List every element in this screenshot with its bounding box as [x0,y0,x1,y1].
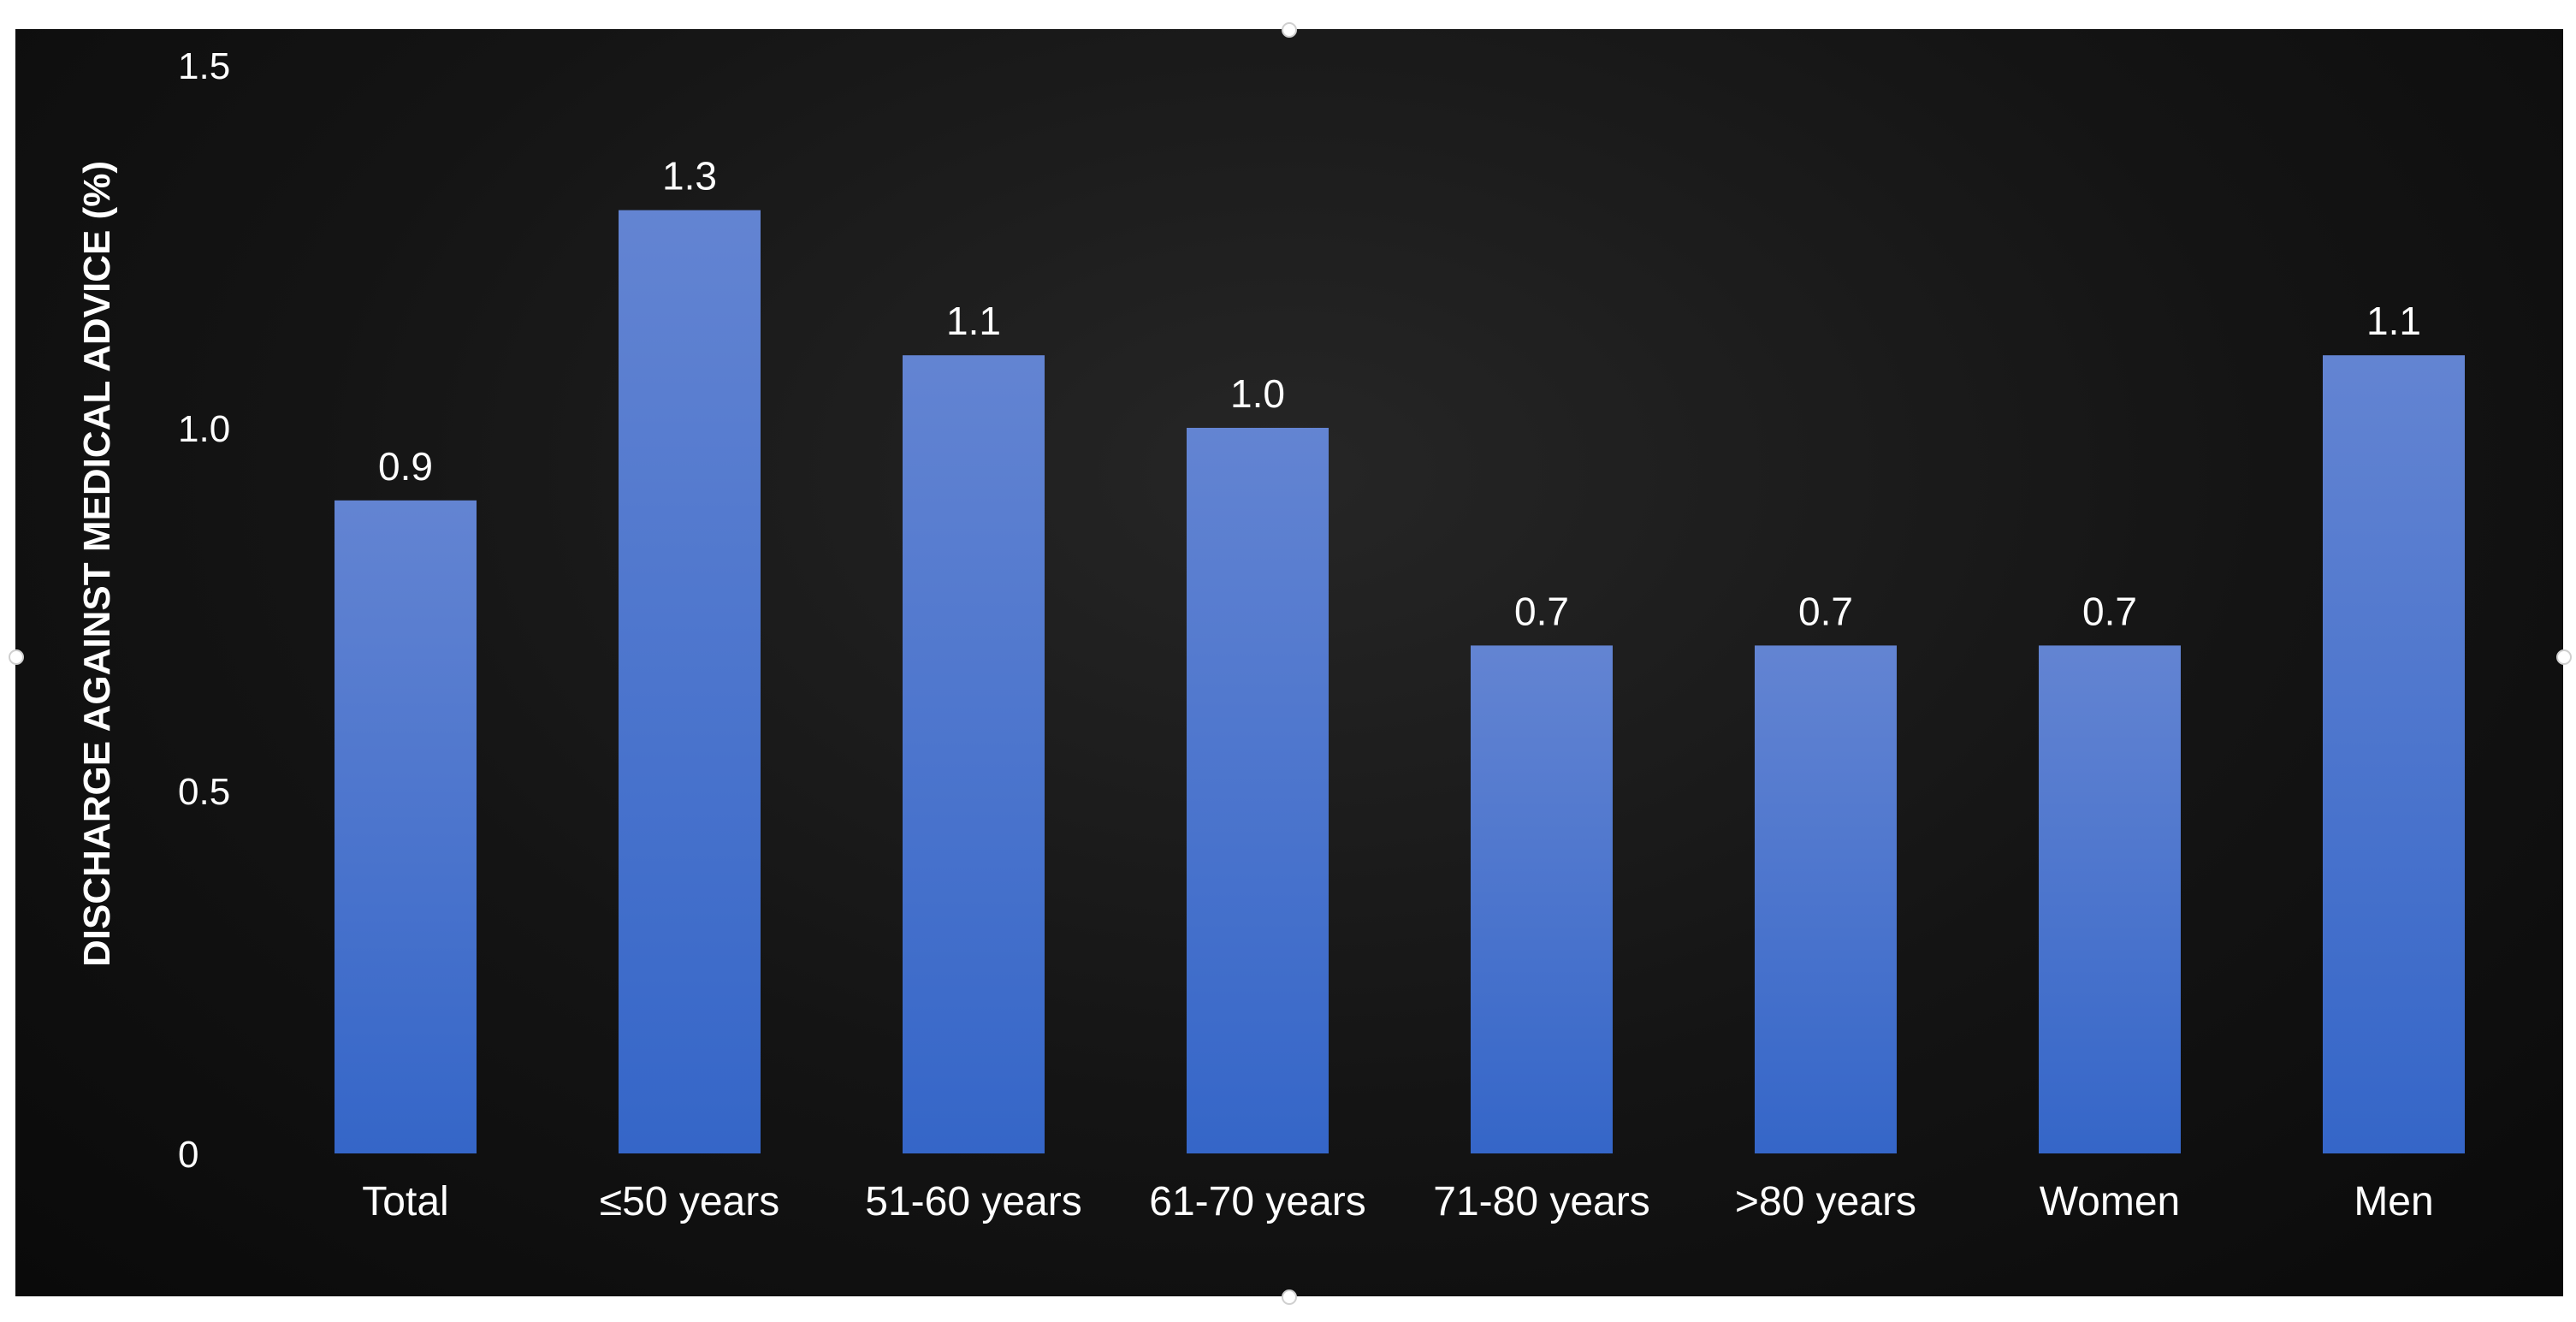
data-labels: 0.9 1.3 1.1 1.0 0.7 0.7 0.7 1.1 [378,154,2421,634]
y-axis-ticks: 0 0.5 1.0 1.5 [178,45,230,1176]
selection-handle-right[interactable] [2556,649,2572,665]
selection-handle-left[interactable] [9,649,24,665]
x-axis-labels: Total ≤50 years 51-60 years 61-70 years 71-8… [362,1179,2433,1224]
bar [2323,355,2465,1153]
data-label: 0.7 [2082,589,2137,633]
bar [2039,645,2181,1153]
x-tick-label: 51-60 years [865,1179,1081,1224]
x-tick-label: ≤50 years [600,1179,779,1224]
x-tick-label: Men [2354,1179,2433,1224]
data-label: 0.9 [378,444,433,489]
data-label: 0.7 [1798,589,1853,633]
data-label: 1.0 [1230,371,1285,416]
bar [1755,645,1897,1153]
bar [335,500,477,1153]
y-tick-label: 1.5 [178,45,230,87]
bar [1187,428,1329,1153]
bar [1471,645,1613,1153]
x-tick-label: >80 years [1735,1179,1916,1224]
y-axis-title: DISCHARGE AGAINST MEDICAL ADVICE (%) [76,161,118,967]
data-label: 0.7 [1514,589,1569,633]
y-tick-label: 1.0 [178,408,230,450]
chart-area: DISCHARGE AGAINST MEDICAL ADVICE (%) 0 0.… [9,22,2572,1305]
bar [619,210,761,1154]
y-tick-label: 0 [178,1134,198,1176]
y-tick-label: 0.5 [178,771,230,813]
selection-handle-top[interactable] [1282,22,1297,38]
x-tick-label: 71-80 years [1433,1179,1649,1224]
x-tick-label: Total [362,1179,448,1224]
x-tick-label: 61-70 years [1149,1179,1365,1224]
bar [903,355,1045,1153]
bars [335,210,2465,1154]
data-label: 1.1 [2366,299,2421,343]
bar-chart: DISCHARGE AGAINST MEDICAL ADVICE (%) 0 0.… [76,45,2465,1224]
x-tick-label: Women [2040,1179,2181,1224]
data-label: 1.3 [662,154,717,199]
data-label: 1.1 [946,299,1001,343]
selection-handle-bottom[interactable] [1282,1289,1297,1305]
